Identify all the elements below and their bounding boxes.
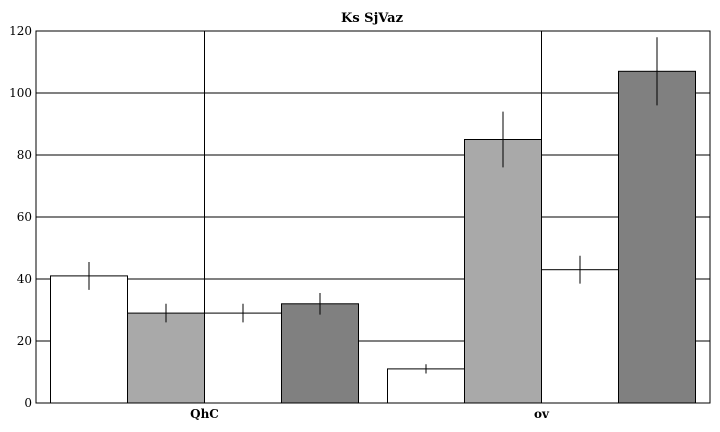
- x-tick-label-0: QhC: [190, 407, 219, 421]
- bar-ov-s3: [541, 269, 619, 404]
- y-tick-label-3: 60: [17, 210, 32, 224]
- bar-ov-s4: [618, 70, 696, 404]
- y-tick-label-6: 120: [9, 24, 32, 38]
- error-bars-group: [88, 37, 658, 374]
- y-tick-label-5: 100: [9, 86, 32, 100]
- bar-QhC-s3: [204, 312, 282, 404]
- chart-title: Ks SjVaz: [341, 11, 403, 26]
- y-tick-label-0: 0: [24, 396, 32, 410]
- x-axis: QhC ov: [190, 407, 550, 421]
- plot-frame: [35, 30, 711, 404]
- x-tick-label-1: ov: [534, 407, 550, 421]
- bars-group: [50, 70, 696, 404]
- bar-QhC-s2: [127, 312, 205, 404]
- y-tick-label-2: 40: [17, 272, 32, 286]
- bar-ov-s1: [387, 368, 465, 404]
- bar-QhC-s4: [281, 303, 359, 404]
- bar-QhC-s1: [50, 275, 128, 404]
- y-axis: 0 20 40 60 80 100 120: [9, 24, 32, 410]
- y-tick-label-1: 20: [17, 334, 32, 348]
- y-tick-label-4: 80: [17, 148, 32, 162]
- bar-ov-s2: [464, 139, 542, 404]
